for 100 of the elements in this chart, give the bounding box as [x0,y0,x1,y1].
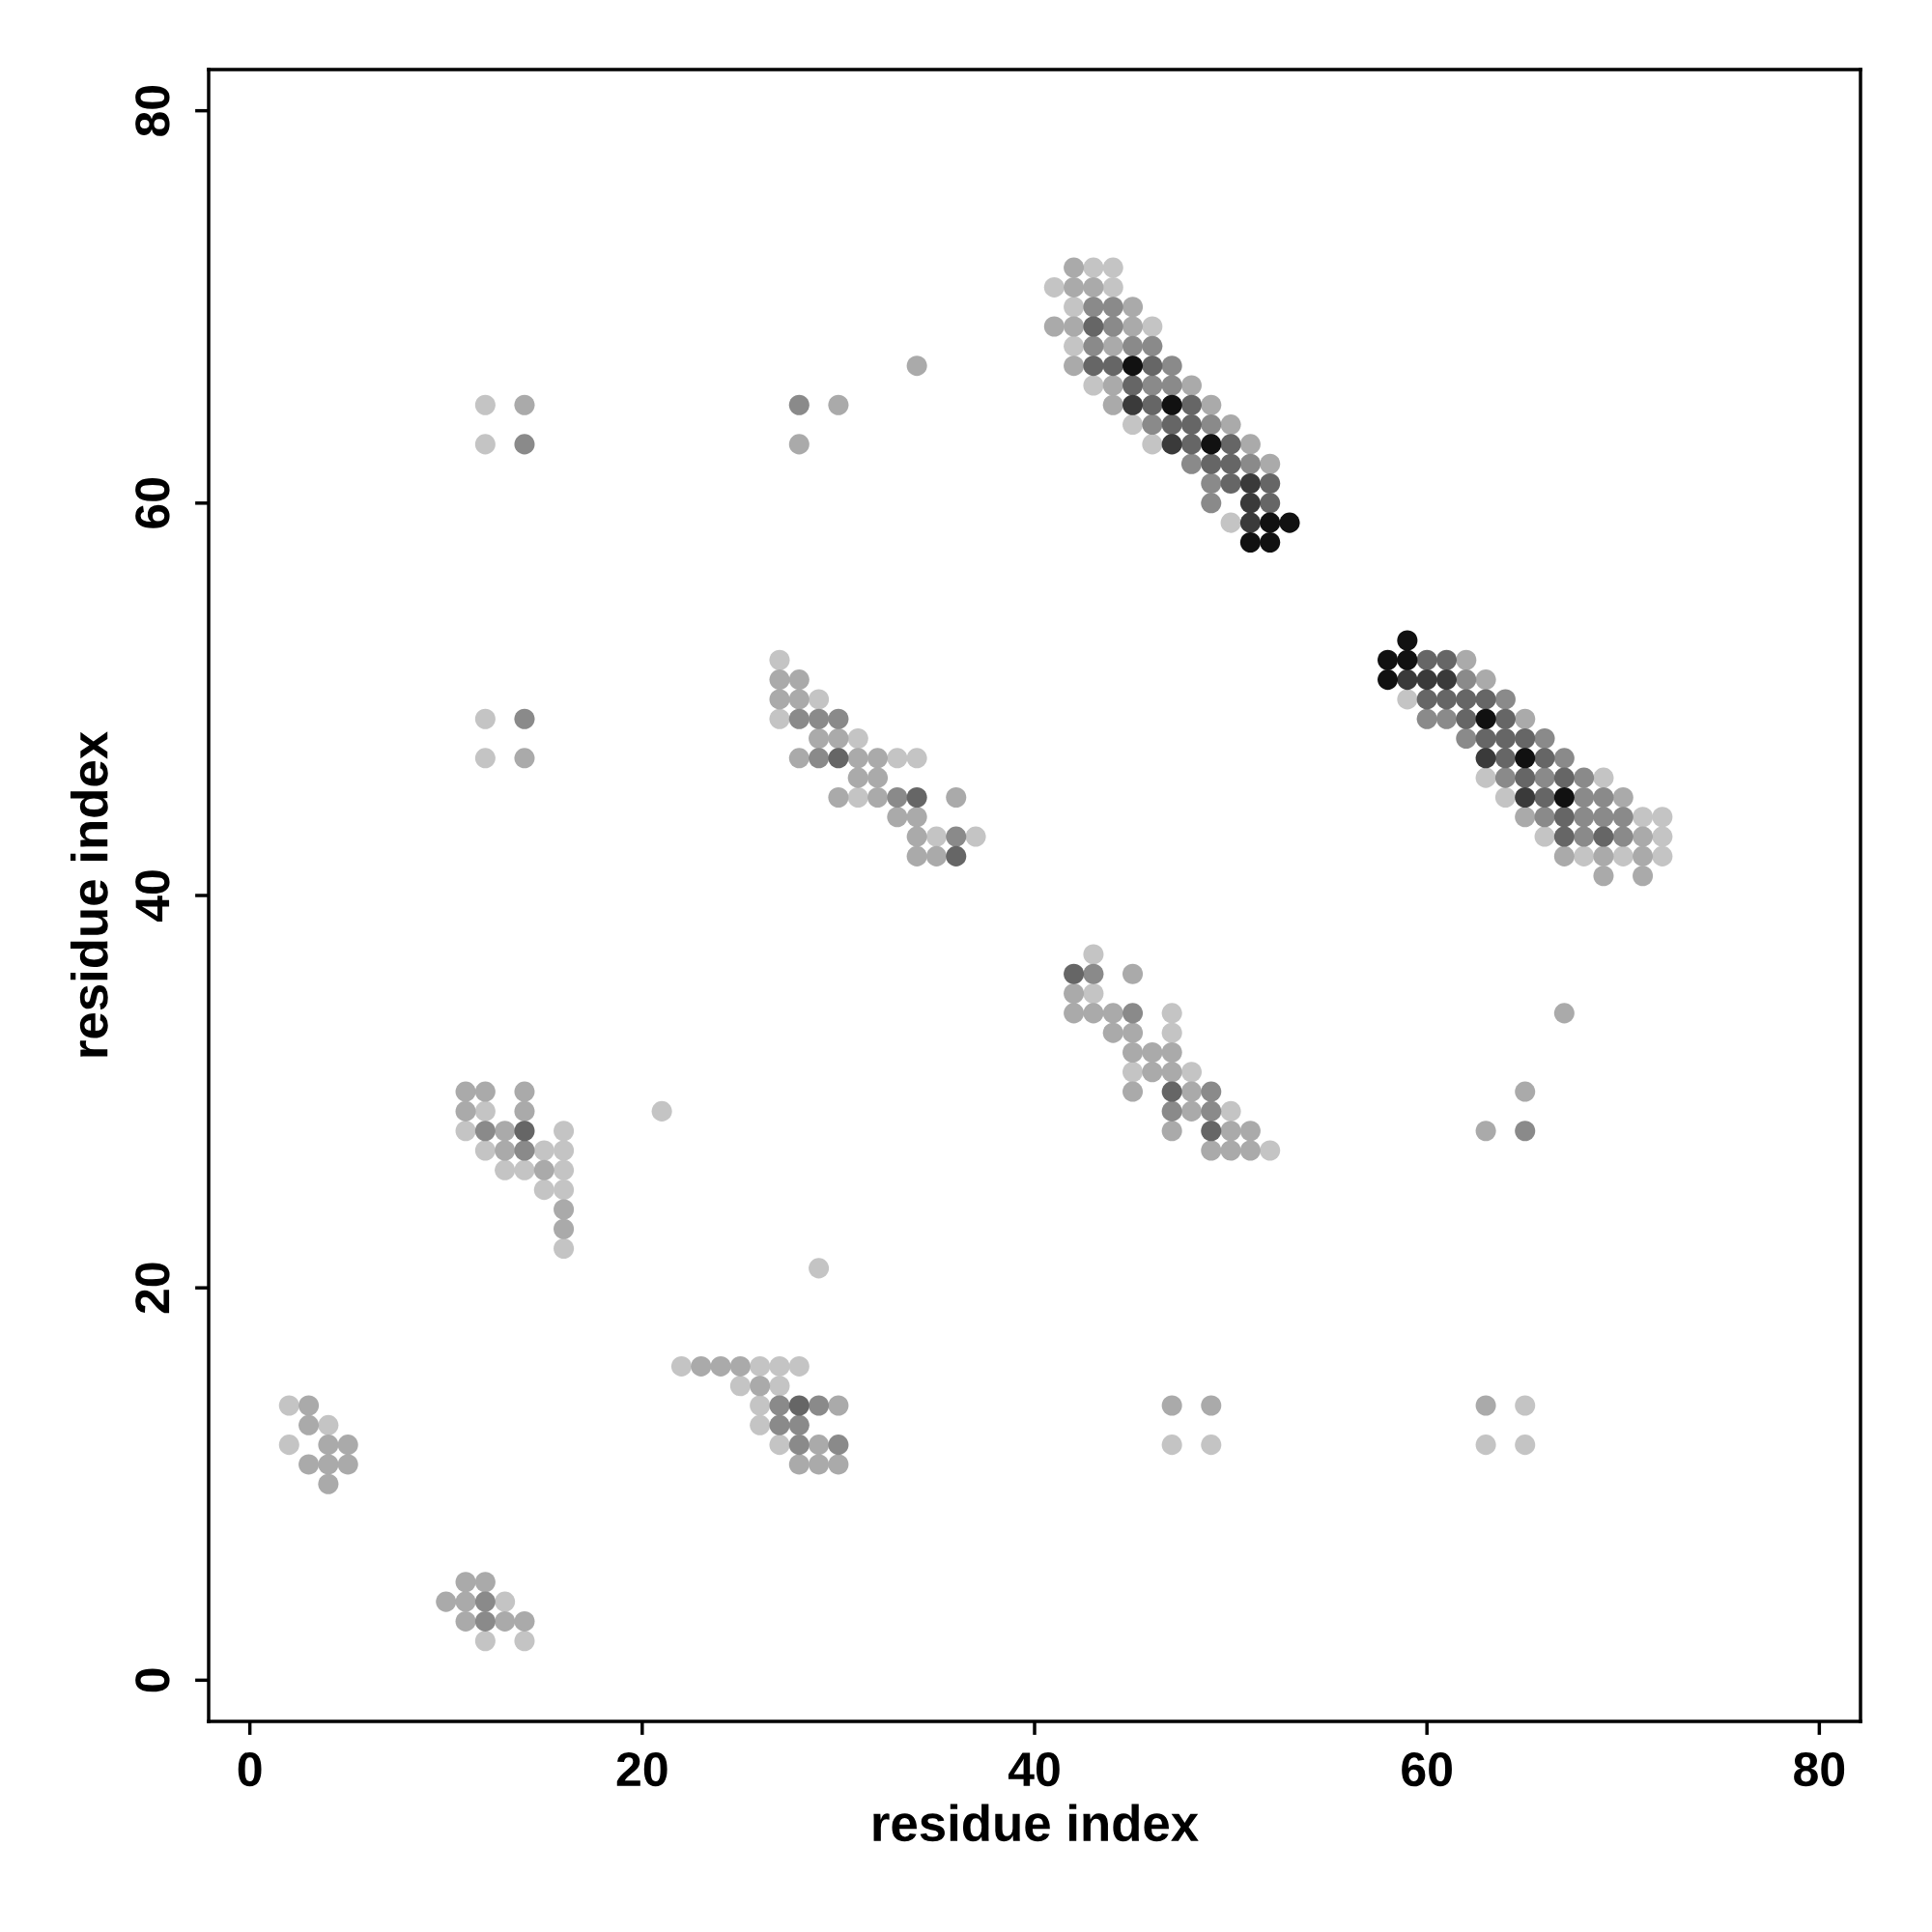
point [1515,767,1536,788]
point [514,708,535,729]
point [1475,728,1496,750]
point [1435,689,1458,710]
point [788,708,810,729]
point [788,1435,810,1456]
point [1593,826,1614,847]
point [1494,767,1516,788]
point [769,1395,790,1416]
point [1201,1100,1222,1122]
point [1574,826,1595,847]
point [514,434,535,455]
point [1378,669,1399,691]
point [1534,728,1555,750]
y-tick-label: 60 [135,478,170,528]
point [1201,414,1222,436]
y-tick-label: 40 [135,870,170,923]
point [1435,669,1458,691]
point [1239,512,1261,533]
point [1180,394,1202,415]
point [1083,316,1104,337]
point [474,1121,496,1142]
x-axis-title: residue index [873,1804,1199,1842]
point [1201,1081,1222,1102]
point [1534,767,1555,788]
point [1475,748,1496,769]
point [1378,649,1399,670]
point [1593,807,1614,828]
point [1553,807,1575,828]
point [1515,786,1536,808]
point [1201,1121,1222,1142]
y-tick-label: 20 [135,1263,170,1314]
point [1239,453,1261,474]
point [1142,394,1163,415]
point [1494,728,1516,750]
point [1180,434,1202,455]
point [1553,748,1575,769]
point [1220,472,1241,495]
point [1180,414,1202,436]
point [1220,434,1241,455]
point [1593,786,1614,808]
point [1122,375,1144,396]
point [1142,375,1163,396]
point [474,1610,496,1632]
point [1435,708,1458,729]
point [1161,1100,1182,1122]
point [1161,1081,1182,1102]
point [1416,708,1437,729]
point [1083,297,1104,318]
point [1260,512,1281,533]
point [1553,767,1575,788]
x-tick-label: 40 [1008,1751,1060,1787]
point [1574,786,1595,808]
point [1239,472,1261,495]
x-tick-label: 0 [238,1751,262,1787]
point [1612,826,1634,847]
x-tick-label: 20 [616,1751,668,1787]
point [1239,493,1261,514]
point [1142,335,1163,356]
point [1102,355,1123,377]
point [1553,826,1575,847]
point [1435,649,1458,670]
point [1102,297,1123,318]
point [809,708,830,729]
y-tick-label: 0 [135,1668,170,1692]
x-tick-label: 80 [1794,1751,1845,1787]
point [1161,355,1182,377]
point [1416,649,1437,670]
point [1456,689,1477,710]
point [1161,394,1182,415]
point [828,1435,849,1456]
point [1122,1003,1144,1024]
point [1534,807,1555,828]
point [1083,963,1104,984]
point [887,786,908,808]
point [1201,434,1222,455]
point [1494,748,1516,769]
point [788,1414,810,1435]
point [1122,394,1144,415]
point [1475,689,1496,710]
point [1122,355,1144,377]
point [1064,963,1085,984]
point [1397,630,1418,651]
y-axis-title: residue index [70,731,108,1057]
point [1122,335,1144,356]
point [946,826,967,847]
point [1102,316,1123,337]
point [788,1395,810,1416]
point [1201,472,1222,495]
point [1456,708,1477,729]
point [1180,453,1202,474]
point [809,1395,830,1416]
point [809,748,830,769]
point [1574,767,1595,788]
point [1456,728,1477,750]
y-tick-label: 80 [135,85,170,136]
point [1612,807,1634,828]
point [474,1591,496,1612]
point [1553,786,1575,808]
point [1515,728,1536,750]
